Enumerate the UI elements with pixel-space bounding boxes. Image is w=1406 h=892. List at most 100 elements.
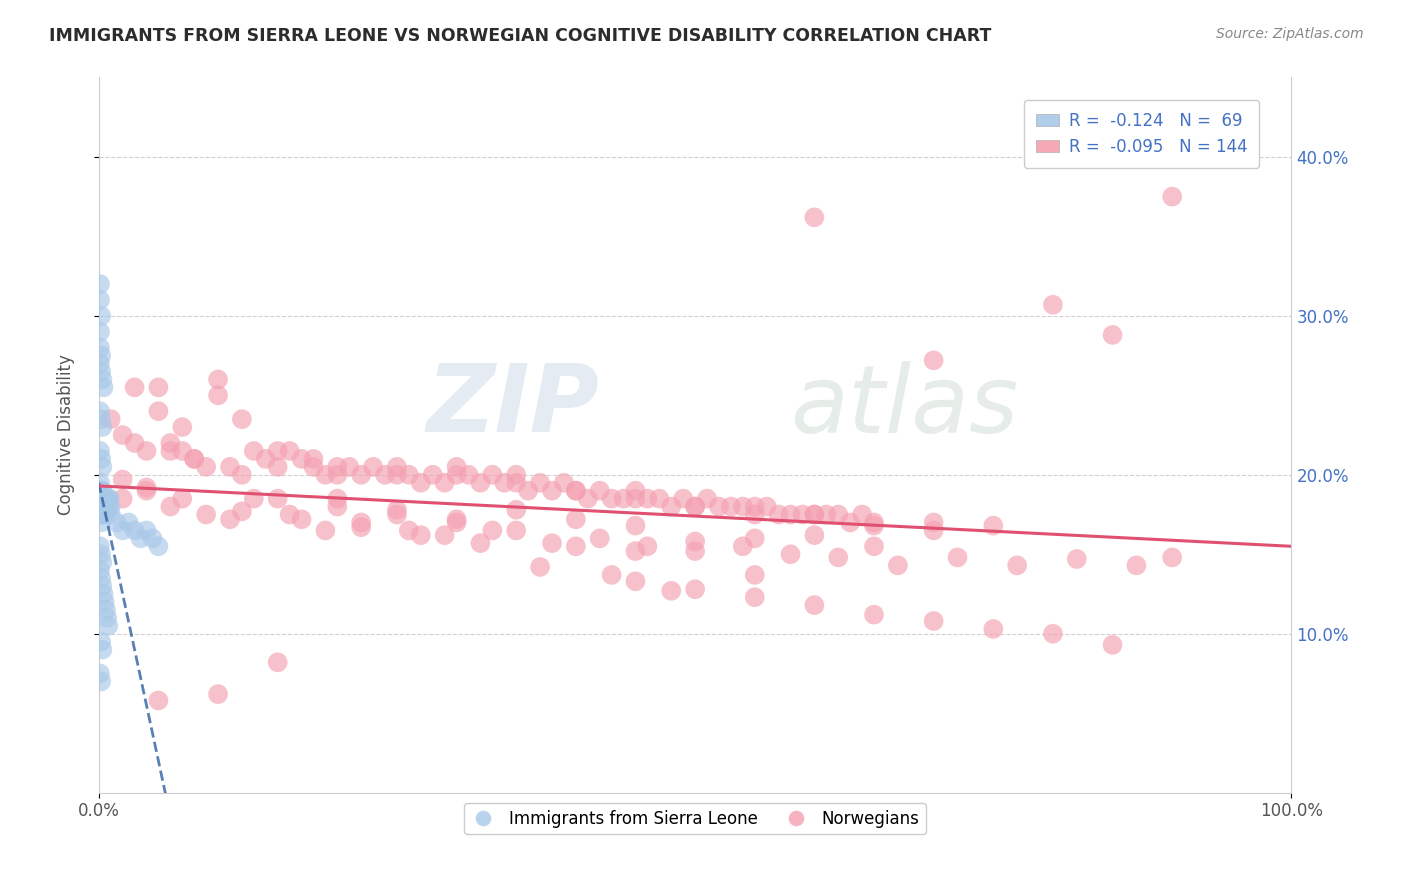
Immigrants from Sierra Leone: [89, 341, 111, 355]
Norwegians: [922, 353, 945, 368]
Norwegians: [111, 473, 134, 487]
Norwegians: [254, 451, 277, 466]
Immigrants from Sierra Leone: [129, 532, 152, 546]
Norwegians: [683, 534, 706, 549]
Norwegians: [159, 444, 181, 458]
Norwegians: [207, 372, 229, 386]
Norwegians: [541, 483, 564, 498]
Norwegians: [827, 550, 849, 565]
Immigrants from Sierra Leone: [94, 508, 117, 522]
Norwegians: [565, 483, 588, 498]
Immigrants from Sierra Leone: [90, 508, 112, 522]
Immigrants from Sierra Leone: [111, 524, 134, 538]
Norwegians: [1101, 327, 1123, 342]
Immigrants from Sierra Leone: [96, 500, 118, 514]
Norwegians: [1066, 552, 1088, 566]
Norwegians: [659, 583, 682, 598]
Norwegians: [600, 568, 623, 582]
Immigrants from Sierra Leone: [90, 412, 112, 426]
Immigrants from Sierra Leone: [96, 491, 118, 506]
Norwegians: [803, 598, 825, 612]
Norwegians: [422, 467, 444, 482]
Immigrants from Sierra Leone: [94, 500, 117, 514]
Norwegians: [385, 508, 408, 522]
Norwegians: [337, 459, 360, 474]
Immigrants from Sierra Leone: [148, 539, 170, 553]
Norwegians: [267, 491, 290, 506]
Immigrants from Sierra Leone: [94, 491, 117, 506]
Norwegians: [457, 467, 479, 482]
Norwegians: [326, 500, 349, 514]
Immigrants from Sierra Leone: [89, 500, 111, 514]
Text: atlas: atlas: [790, 361, 1019, 452]
Immigrants from Sierra Leone: [100, 508, 122, 522]
Legend: Immigrants from Sierra Leone, Norwegians: Immigrants from Sierra Leone, Norwegians: [464, 803, 927, 834]
Norwegians: [589, 483, 612, 498]
Immigrants from Sierra Leone: [89, 666, 111, 681]
Immigrants from Sierra Leone: [89, 444, 111, 458]
Norwegians: [135, 483, 157, 498]
Y-axis label: Cognitive Disability: Cognitive Disability: [58, 355, 75, 516]
Norwegians: [815, 508, 838, 522]
Norwegians: [135, 444, 157, 458]
Norwegians: [636, 539, 658, 553]
Immigrants from Sierra Leone: [135, 524, 157, 538]
Norwegians: [779, 508, 801, 522]
Immigrants from Sierra Leone: [91, 555, 114, 569]
Norwegians: [600, 491, 623, 506]
Norwegians: [827, 508, 849, 522]
Norwegians: [1101, 638, 1123, 652]
Norwegians: [207, 687, 229, 701]
Immigrants from Sierra Leone: [89, 357, 111, 371]
Immigrants from Sierra Leone: [93, 380, 115, 394]
Immigrants from Sierra Leone: [91, 372, 114, 386]
Norwegians: [624, 574, 647, 589]
Immigrants from Sierra Leone: [97, 500, 120, 514]
Norwegians: [636, 491, 658, 506]
Norwegians: [1125, 558, 1147, 573]
Norwegians: [803, 508, 825, 522]
Norwegians: [553, 475, 575, 490]
Immigrants from Sierra Leone: [90, 309, 112, 323]
Norwegians: [505, 467, 527, 482]
Norwegians: [446, 512, 468, 526]
Norwegians: [565, 539, 588, 553]
Norwegians: [278, 444, 301, 458]
Norwegians: [350, 520, 373, 534]
Norwegians: [326, 467, 349, 482]
Norwegians: [803, 528, 825, 542]
Immigrants from Sierra Leone: [94, 603, 117, 617]
Norwegians: [744, 590, 766, 604]
Norwegians: [267, 444, 290, 458]
Norwegians: [385, 459, 408, 474]
Norwegians: [529, 475, 551, 490]
Norwegians: [302, 459, 325, 474]
Immigrants from Sierra Leone: [89, 475, 111, 490]
Norwegians: [565, 483, 588, 498]
Immigrants from Sierra Leone: [89, 508, 111, 522]
Immigrants from Sierra Leone: [94, 595, 117, 609]
Norwegians: [350, 467, 373, 482]
Norwegians: [398, 467, 420, 482]
Norwegians: [744, 500, 766, 514]
Immigrants from Sierra Leone: [91, 642, 114, 657]
Norwegians: [589, 532, 612, 546]
Immigrants from Sierra Leone: [91, 420, 114, 434]
Immigrants from Sierra Leone: [94, 491, 117, 506]
Norwegians: [446, 516, 468, 530]
Norwegians: [744, 508, 766, 522]
Norwegians: [1042, 298, 1064, 312]
Norwegians: [624, 483, 647, 498]
Norwegians: [219, 512, 242, 526]
Norwegians: [470, 536, 492, 550]
Immigrants from Sierra Leone: [90, 364, 112, 378]
Norwegians: [385, 502, 408, 516]
Immigrants from Sierra Leone: [90, 547, 112, 561]
Norwegians: [624, 491, 647, 506]
Norwegians: [446, 467, 468, 482]
Norwegians: [672, 491, 695, 506]
Norwegians: [1161, 189, 1184, 203]
Immigrants from Sierra Leone: [141, 532, 163, 546]
Norwegians: [172, 420, 194, 434]
Norwegians: [409, 528, 432, 542]
